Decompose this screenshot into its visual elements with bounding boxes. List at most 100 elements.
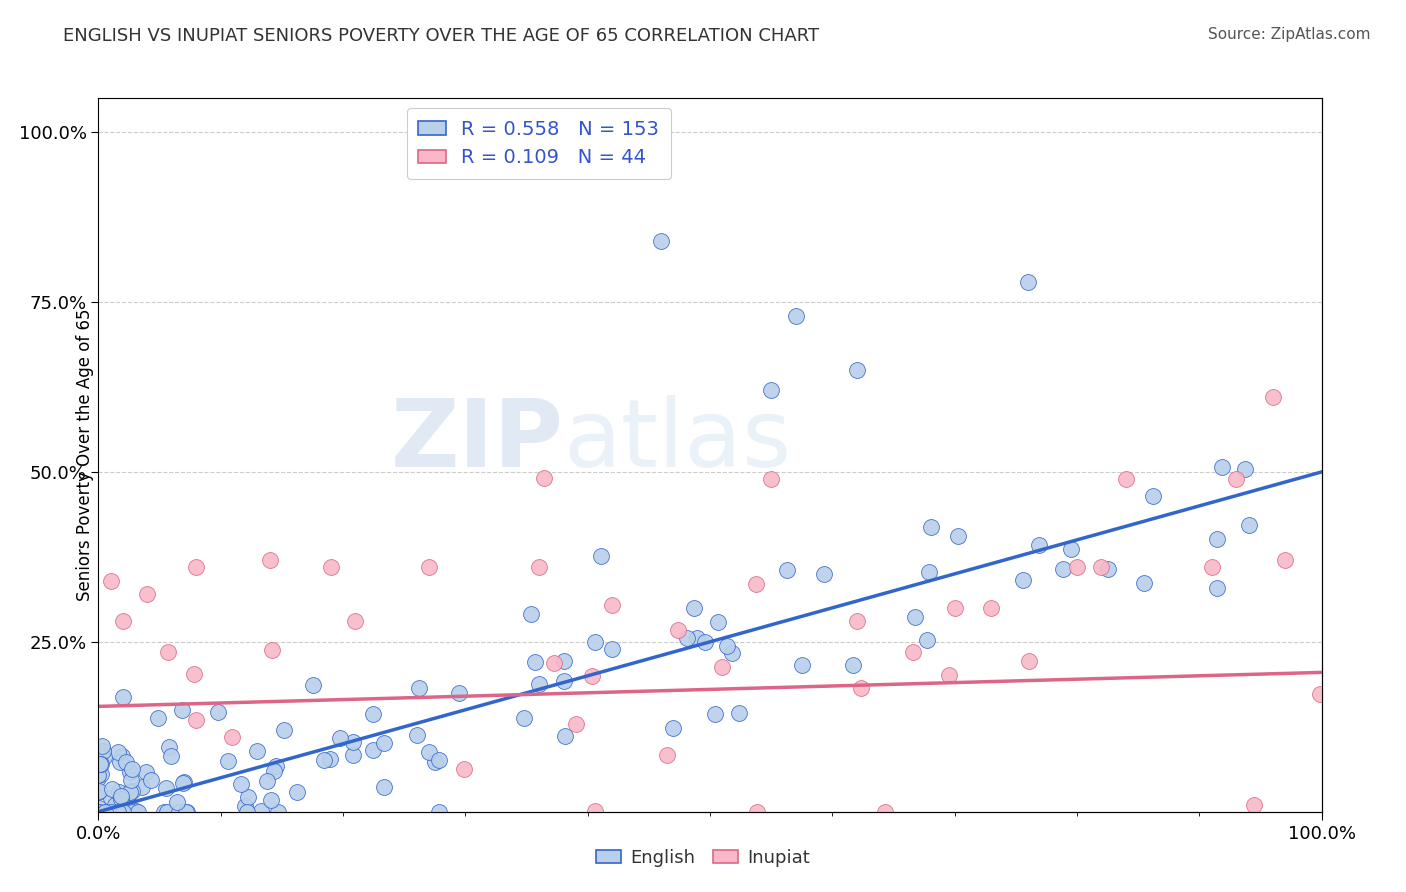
Point — [259, 553, 281, 567]
Point — [96, 805, 118, 819]
Point — [94, 805, 117, 819]
Point — [89, 805, 111, 819]
Point — [373, 736, 395, 750]
Point — [785, 309, 807, 323]
Point — [87, 768, 110, 782]
Point — [90, 767, 112, 781]
Point — [135, 765, 157, 780]
Point — [87, 805, 110, 819]
Point — [581, 669, 603, 683]
Point — [100, 574, 122, 588]
Point — [520, 607, 543, 621]
Point — [1142, 489, 1164, 503]
Point — [1243, 798, 1265, 813]
Point — [1233, 462, 1256, 476]
Point — [873, 805, 896, 819]
Point — [103, 805, 125, 819]
Point — [901, 645, 924, 659]
Point — [745, 805, 768, 819]
Point — [100, 805, 122, 819]
Point — [710, 660, 733, 674]
Point — [1211, 459, 1233, 474]
Point — [153, 805, 176, 819]
Point — [118, 785, 141, 799]
Point — [408, 681, 430, 695]
Text: Source: ZipAtlas.com: Source: ZipAtlas.com — [1208, 27, 1371, 42]
Point — [233, 798, 256, 813]
Point — [427, 805, 450, 819]
Point — [111, 615, 134, 629]
Point — [156, 805, 179, 819]
Point — [583, 634, 606, 648]
Point — [87, 805, 110, 819]
Point — [915, 633, 938, 648]
Point — [87, 805, 110, 819]
Point — [156, 645, 179, 659]
Point — [1115, 472, 1137, 486]
Point — [176, 805, 198, 819]
Point — [344, 615, 367, 629]
Point — [167, 805, 190, 819]
Point — [260, 642, 283, 657]
Point — [533, 471, 555, 485]
Point — [1225, 472, 1247, 486]
Point — [89, 805, 111, 819]
Point — [207, 705, 229, 719]
Point — [91, 744, 114, 758]
Point — [100, 791, 122, 805]
Point — [172, 775, 194, 789]
Point — [266, 805, 288, 819]
Point — [842, 657, 865, 672]
Point — [87, 805, 110, 819]
Point — [657, 748, 679, 763]
Point — [115, 755, 138, 769]
Point — [553, 674, 575, 689]
Point — [728, 706, 751, 721]
Text: ZIP: ZIP — [391, 394, 564, 487]
Point — [183, 666, 205, 681]
Point — [91, 805, 114, 819]
Point — [87, 805, 110, 819]
Point — [917, 566, 939, 580]
Point — [1012, 573, 1035, 587]
Point — [121, 805, 143, 819]
Point — [87, 805, 110, 819]
Point — [662, 722, 685, 736]
Point — [513, 711, 536, 725]
Point — [683, 601, 706, 615]
Point — [1028, 538, 1050, 552]
Point — [157, 740, 180, 755]
Point — [1237, 518, 1260, 533]
Point — [127, 805, 149, 819]
Point — [1205, 581, 1227, 595]
Point — [980, 600, 1002, 615]
Point — [1206, 532, 1229, 546]
Point — [845, 615, 868, 629]
Point — [312, 753, 335, 767]
Y-axis label: Seniors Poverty Over the Age of 65: Seniors Poverty Over the Age of 65 — [76, 309, 94, 601]
Point — [1018, 654, 1040, 668]
Point — [776, 563, 799, 577]
Point — [112, 690, 135, 705]
Point — [920, 519, 942, 533]
Point — [87, 785, 110, 799]
Point — [449, 686, 471, 700]
Point — [285, 785, 308, 799]
Point — [1201, 560, 1223, 574]
Point — [93, 749, 115, 764]
Point — [87, 805, 110, 819]
Point — [120, 805, 142, 819]
Point — [221, 730, 243, 744]
Point — [845, 363, 868, 377]
Point — [565, 717, 588, 731]
Point — [117, 793, 139, 807]
Point — [1097, 562, 1119, 576]
Point — [589, 549, 612, 563]
Point — [87, 800, 110, 814]
Point — [453, 762, 475, 776]
Point — [329, 731, 352, 745]
Point — [107, 805, 129, 819]
Point — [373, 780, 395, 795]
Point — [105, 805, 128, 819]
Point — [319, 560, 342, 574]
